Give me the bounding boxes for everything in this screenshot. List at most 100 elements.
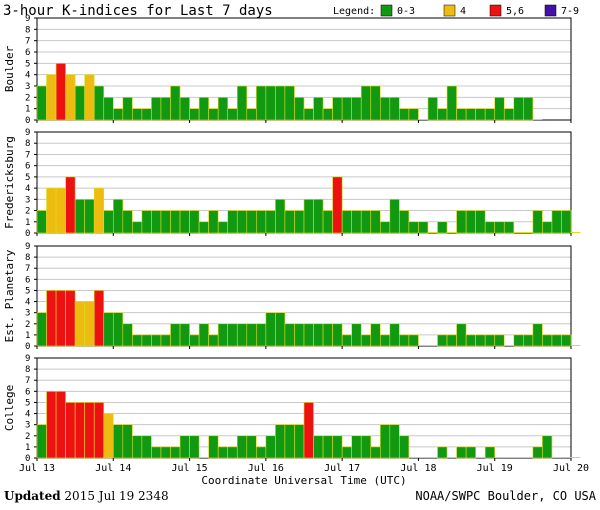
k-index-bar — [437, 108, 448, 121]
k-index-bar — [122, 323, 133, 347]
k-index-bar — [456, 210, 467, 234]
k-index-bar — [332, 323, 343, 347]
x-tick-label: Jul 13 — [19, 463, 55, 474]
k-index-bar — [112, 424, 124, 459]
k-index-bar — [179, 97, 190, 121]
legend-swatch — [380, 4, 393, 17]
k-index-bar — [236, 435, 248, 459]
k-index-bar — [46, 187, 57, 234]
y-tick-label: 7 — [25, 37, 30, 47]
k-index-bar — [523, 97, 534, 121]
k-index-bar — [561, 334, 572, 347]
k-index-bar — [341, 446, 352, 459]
k-index-bar — [484, 446, 496, 459]
k-index-bar — [332, 176, 343, 234]
k-index-bar — [217, 323, 229, 347]
k-index-bar — [84, 402, 95, 459]
k-index-bar — [265, 312, 276, 347]
k-index-bar — [55, 290, 66, 347]
k-index-bar — [55, 391, 66, 459]
k-index-bar — [408, 221, 419, 234]
k-index-bar — [151, 210, 162, 234]
k-index-bar — [532, 210, 543, 234]
k-index-bar — [103, 210, 114, 234]
credit-text: NOAA/SWPC Boulder, CO USA — [415, 489, 596, 503]
k-index-bar — [84, 74, 95, 121]
k-index-bar — [322, 323, 333, 347]
k-index-bar — [151, 97, 162, 121]
k-index-bar — [217, 221, 229, 234]
k-index-bar — [246, 210, 257, 234]
k-index-bar — [465, 446, 476, 459]
y-tick-label: 3 — [25, 421, 30, 431]
k-index-bar — [160, 334, 171, 347]
k-index-bar — [65, 402, 76, 459]
k-index-bar — [208, 210, 219, 234]
k-index-bar — [236, 210, 248, 234]
y-tick-label: 0 — [25, 342, 30, 352]
k-index-bar — [265, 210, 276, 234]
k-index-bar — [170, 446, 181, 459]
k-index-bar — [456, 446, 467, 459]
k-index-bar — [151, 334, 162, 347]
k-index-bar — [322, 108, 333, 121]
k-index-bar — [475, 210, 486, 234]
y-tick-label: 5 — [25, 286, 30, 296]
y-tick-label: 2 — [25, 432, 30, 442]
k-index-bar — [484, 108, 496, 121]
k-index-bar — [284, 210, 295, 234]
k-index-bar — [265, 85, 276, 121]
x-tick-label: Jul 18 — [400, 463, 436, 474]
k-index-bar — [360, 435, 372, 459]
k-index-bar — [170, 323, 181, 347]
y-tick-label: 8 — [25, 365, 30, 375]
k-index-bar — [399, 210, 410, 234]
k-index-bar — [103, 312, 114, 347]
k-index-bar — [437, 446, 448, 459]
k-index-bar — [103, 413, 114, 459]
y-tick-label: 4 — [25, 71, 30, 81]
k-index-bar — [370, 323, 381, 347]
k-index-bar — [36, 312, 47, 347]
k-index-bar — [446, 334, 457, 347]
k-index-bar — [542, 435, 553, 459]
k-index-bar — [341, 97, 352, 121]
y-tick-label: 5 — [25, 59, 30, 69]
k-index-bar — [112, 108, 124, 121]
k-index-bar — [370, 446, 381, 459]
k-index-bar — [389, 97, 400, 121]
k-index-bar — [227, 108, 238, 121]
k-index-bar — [189, 435, 200, 459]
k-index-bar — [170, 85, 181, 121]
x-tick-label: Jul 20 — [553, 463, 589, 474]
y-tick-label: 6 — [25, 275, 30, 285]
y-tick-label: 8 — [25, 139, 30, 149]
k-index-bar — [265, 435, 276, 459]
k-index-bar — [74, 402, 85, 459]
k-index-bar — [189, 334, 200, 347]
k-index-bar — [284, 323, 295, 347]
updated-timestamp: Updated 2015 Jul 19 2348 — [4, 489, 169, 503]
k-index-bar — [170, 210, 181, 234]
legend-title: Legend: — [333, 6, 375, 17]
k-index-bar — [465, 210, 476, 234]
k-index-bar — [322, 435, 333, 459]
k-index-bar — [322, 210, 333, 234]
k-index-bar — [427, 97, 438, 121]
x-tick-label: Jul 19 — [477, 463, 513, 474]
y-tick-label: 0 — [25, 116, 30, 126]
k-index-bar — [456, 323, 467, 347]
k-index-bar — [208, 435, 219, 459]
k-index-bar — [370, 210, 381, 234]
k-index-bar — [132, 435, 143, 459]
k-index-bar — [141, 334, 152, 347]
legend-label: 4 — [460, 6, 466, 17]
k-index-bar — [332, 435, 343, 459]
k-index-bar — [46, 391, 57, 459]
y-tick-label: 9 — [25, 14, 30, 24]
k-index-bar — [36, 210, 47, 234]
k-index-bar — [141, 108, 152, 121]
y-tick-label: 3 — [25, 82, 30, 92]
x-tick-label: Jul 16 — [248, 463, 284, 474]
k-index-bar — [551, 334, 562, 347]
